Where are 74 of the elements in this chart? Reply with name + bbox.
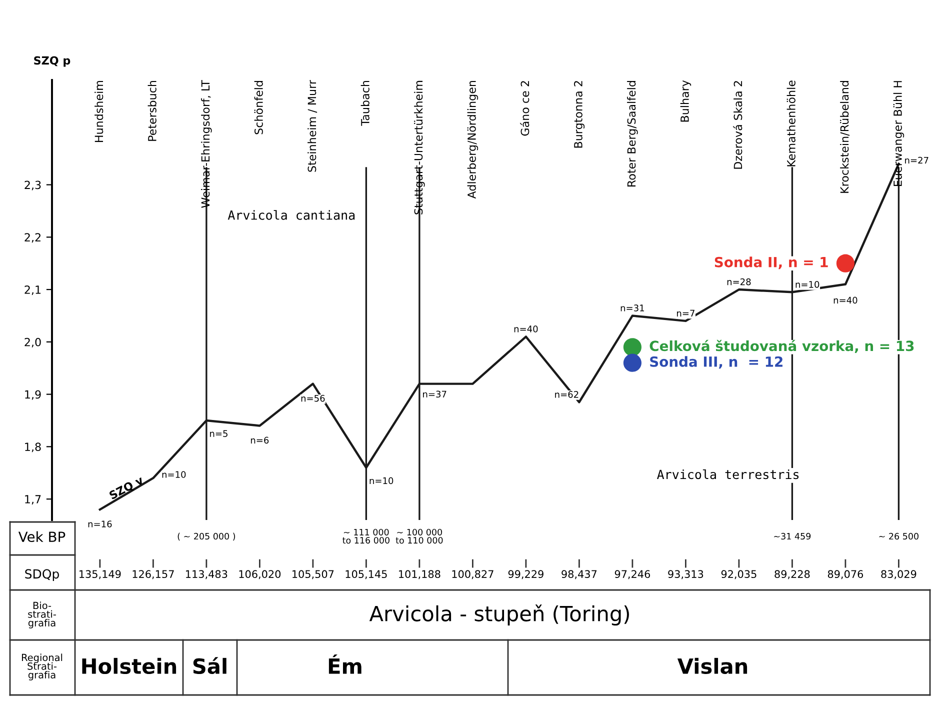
x-tick-label: Gáno ce 2	[520, 81, 530, 136]
x-tick-label: Roter Berg/Saalfeld	[627, 81, 638, 186]
x-tick-label: Burgtonna 2	[574, 81, 585, 148]
x-tick-label: Kemathenhöhle	[786, 80, 796, 166]
text: Regional Strati- grafia	[22, 654, 62, 680]
annotation: n=56	[301, 394, 325, 402]
y-tick-label: 1,9	[25, 390, 41, 400]
text: 92,035	[721, 570, 756, 580]
annotation: SZQ v	[108, 475, 145, 501]
annotation: n=62	[555, 390, 578, 398]
annotation: n=10	[370, 477, 394, 484]
x-tick-label: Stuttgart-Untertürkheim	[414, 80, 425, 214]
x-tick-label: Weimar-Ehringsdorf, LT	[201, 80, 212, 208]
text: 89,076	[828, 570, 864, 580]
x-tick-label: Adlerberg/Nördlingen	[467, 80, 478, 199]
y-tick-label: 2,2	[24, 233, 40, 243]
annotation: n=5	[210, 430, 228, 437]
series-label: Sonda III, n = 12	[650, 356, 782, 369]
annotation: n=7	[677, 310, 694, 316]
annotation: n=40	[834, 296, 858, 304]
x-tick-label: Schönfeld	[254, 81, 263, 134]
text: 105,145	[346, 570, 387, 580]
series-label: Celková študovaná vzorka, n = 13	[650, 340, 914, 353]
y-tick-label: 1,7	[25, 495, 41, 505]
text: SDQp	[25, 569, 59, 582]
y-tick-label: 2,1	[24, 286, 41, 296]
text: Vek BP	[18, 531, 66, 542]
text: 105,507	[292, 570, 334, 580]
text: Arvicola - stupeň (Toring)	[369, 604, 629, 626]
text: 99,229	[508, 570, 544, 580]
text: ~ 100 000 to 110 000	[396, 528, 443, 544]
annotation: n=6	[250, 436, 269, 444]
annotation: n=10	[796, 280, 820, 288]
x-tick-label: Steinheim / Murr	[308, 80, 318, 172]
text: 101,188	[399, 570, 440, 580]
x-tick-label: Petersbuch	[148, 80, 156, 141]
y-tick-label: 1,8	[25, 442, 41, 452]
x-tick-label: Hundsheim	[94, 80, 104, 142]
annotation: n=16	[88, 520, 112, 528]
text: ~31 459	[774, 532, 811, 540]
x-tick-label: Taubach	[360, 80, 370, 126]
text: 113,483	[186, 570, 228, 580]
text: 93,313	[668, 570, 704, 580]
text: 126,157	[132, 570, 174, 580]
series-label: Sonda II, n = 1	[714, 256, 828, 270]
annotation: n=10	[162, 471, 186, 478]
text: 89,228	[774, 570, 810, 580]
annotation: n=28	[727, 278, 751, 286]
annotation: n=27	[905, 156, 928, 164]
annotation: n=40	[514, 326, 538, 332]
y-tick-label: 2,3	[24, 180, 41, 190]
text: 100,827	[452, 570, 494, 580]
text: Sál	[193, 657, 226, 674]
text: 83,029	[881, 570, 916, 580]
text: 97,246	[614, 570, 650, 580]
x-tick-label: Dzerová Skala 2	[733, 81, 742, 169]
annotation: Arvicola terrestris	[657, 469, 799, 480]
text: Vislan	[677, 658, 748, 674]
annotation: n=31	[620, 304, 644, 312]
text: ~ 111 000 to 116 000	[342, 528, 390, 544]
text: Ém	[328, 654, 362, 674]
text: 98,437	[562, 570, 597, 580]
text: ~ 26 500	[879, 532, 918, 540]
annotation: Arvicola cantiana	[228, 210, 355, 220]
text: 135,149	[80, 570, 121, 580]
text: Bio- strati- grafia	[28, 602, 56, 628]
annotation: n=37	[423, 390, 446, 398]
y-tick-label: 2,0	[24, 338, 41, 348]
text: Holstein	[82, 658, 176, 674]
y-axis-title: SZQ p	[34, 56, 70, 67]
x-tick-label: Krockstein/Rübeland	[840, 81, 850, 193]
x-tick-label: Bulhary	[680, 80, 692, 122]
text: 106,020	[239, 570, 281, 580]
text: ( ~ 205 000 )	[178, 532, 236, 541]
